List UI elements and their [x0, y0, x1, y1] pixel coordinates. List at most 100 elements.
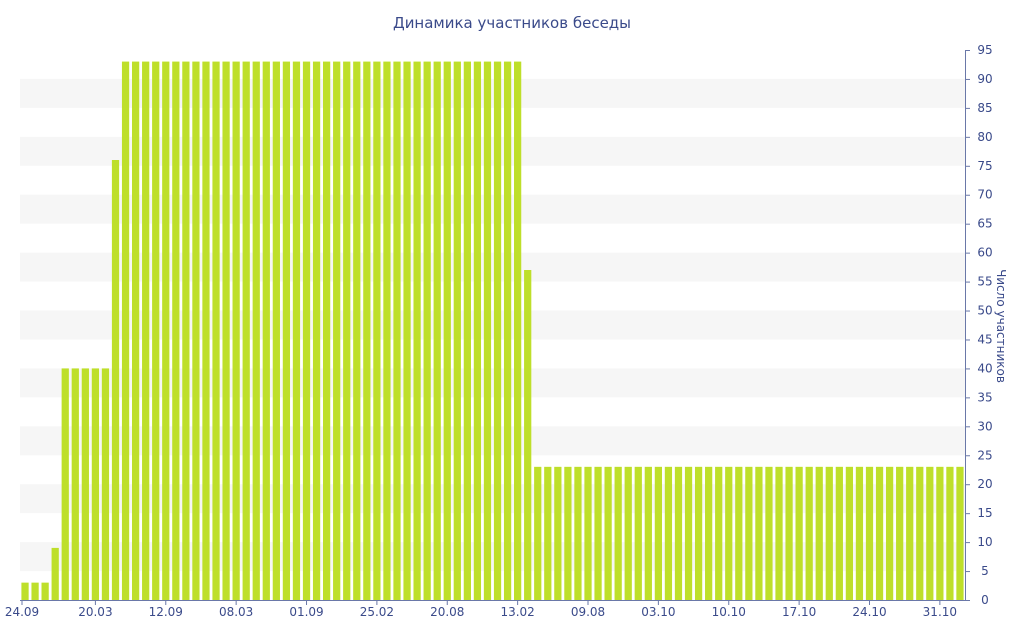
bar[interactable]	[664, 466, 673, 600]
bar[interactable]	[473, 61, 482, 600]
bar[interactable]	[302, 61, 311, 600]
y-tick-label: 0	[981, 593, 989, 607]
bar[interactable]	[865, 466, 874, 600]
bar[interactable]	[312, 61, 321, 600]
bar[interactable]	[745, 466, 753, 600]
y-tick-label: 20	[977, 477, 992, 491]
bar[interactable]	[31, 582, 39, 600]
bar[interactable]	[674, 466, 683, 600]
bar[interactable]	[514, 61, 522, 600]
bar[interactable]	[333, 61, 341, 600]
bar[interactable]	[544, 466, 552, 600]
bar[interactable]	[383, 61, 391, 600]
bar[interactable]	[343, 61, 351, 600]
y-axis-ticks: 0 5 10 15 20 25 30 35 40 45 50 55 60 65 70 75 80 85 90 95	[965, 43, 993, 607]
bar[interactable]	[162, 61, 170, 600]
bar[interactable]	[785, 466, 793, 600]
bar[interactable]	[483, 61, 492, 600]
bar[interactable]	[142, 61, 150, 600]
bar[interactable]	[654, 466, 662, 600]
y-tick-label: 75	[977, 159, 992, 173]
bar[interactable]	[111, 160, 120, 600]
bar[interactable]	[564, 466, 572, 600]
bar[interactable]	[71, 368, 79, 600]
bar[interactable]	[222, 61, 230, 600]
bar[interactable]	[614, 466, 622, 600]
bar[interactable]	[152, 61, 160, 600]
bar[interactable]	[212, 61, 220, 600]
bar[interactable]	[906, 466, 914, 600]
bar[interactable]	[694, 466, 703, 600]
grid-band	[20, 194, 965, 224]
bar[interactable]	[735, 466, 743, 600]
bar[interactable]	[363, 61, 371, 600]
bar[interactable]	[956, 466, 964, 600]
bar[interactable]	[403, 61, 411, 600]
bar[interactable]	[61, 368, 69, 600]
bar[interactable]	[272, 61, 280, 600]
bar[interactable]	[845, 466, 854, 600]
bar[interactable]	[242, 61, 250, 600]
bar[interactable]	[795, 466, 803, 600]
bar[interactable]	[855, 466, 864, 600]
bar[interactable]	[584, 466, 592, 600]
bar[interactable]	[443, 61, 451, 600]
bar[interactable]	[634, 466, 642, 600]
bar[interactable]	[503, 61, 512, 600]
bar[interactable]	[815, 466, 823, 600]
bar[interactable]	[835, 466, 843, 600]
bar[interactable]	[292, 61, 301, 600]
bar[interactable]	[644, 466, 652, 600]
bar[interactable]	[131, 61, 140, 600]
bar[interactable]	[453, 61, 461, 600]
x-tick-label: 31.10	[923, 605, 957, 619]
bar[interactable]	[885, 466, 894, 600]
bar[interactable]	[604, 466, 612, 600]
bar[interactable]	[262, 61, 270, 600]
bar[interactable]	[413, 61, 421, 600]
bar[interactable]	[926, 466, 934, 600]
bar[interactable]	[715, 466, 723, 600]
bar[interactable]	[423, 61, 431, 600]
bar[interactable]	[946, 466, 954, 600]
bar[interactable]	[755, 466, 763, 600]
bar[interactable]	[875, 466, 884, 600]
bar[interactable]	[493, 61, 502, 600]
bar[interactable]	[554, 466, 562, 600]
bar[interactable]	[232, 61, 240, 600]
bar[interactable]	[896, 466, 904, 600]
bar[interactable]	[684, 466, 693, 600]
bar[interactable]	[725, 466, 733, 600]
bar[interactable]	[524, 270, 532, 600]
bar[interactable]	[594, 466, 602, 600]
bar[interactable]	[825, 466, 833, 600]
bar[interactable]	[41, 582, 49, 600]
bar[interactable]	[373, 61, 381, 600]
bar[interactable]	[433, 61, 441, 600]
bar[interactable]	[172, 61, 180, 600]
bar[interactable]	[252, 61, 260, 600]
bar[interactable]	[323, 61, 331, 600]
bar[interactable]	[51, 547, 59, 600]
bar[interactable]	[916, 466, 924, 600]
bar[interactable]	[805, 466, 813, 600]
bar[interactable]	[534, 466, 542, 600]
bar[interactable]	[705, 466, 713, 600]
bar[interactable]	[936, 466, 944, 600]
bar[interactable]	[624, 466, 632, 600]
bar[interactable]	[91, 368, 100, 600]
bar[interactable]	[282, 61, 291, 600]
bar[interactable]	[101, 368, 110, 600]
bar[interactable]	[21, 582, 29, 600]
bar[interactable]	[463, 61, 471, 600]
bar[interactable]	[121, 61, 130, 600]
bar[interactable]	[182, 61, 190, 600]
bar[interactable]	[765, 466, 773, 600]
bar[interactable]	[353, 61, 361, 600]
bar[interactable]	[81, 368, 89, 600]
bar[interactable]	[192, 61, 200, 600]
bar[interactable]	[202, 61, 210, 600]
bar[interactable]	[574, 466, 582, 600]
bar[interactable]	[775, 466, 783, 600]
bar[interactable]	[393, 61, 401, 600]
